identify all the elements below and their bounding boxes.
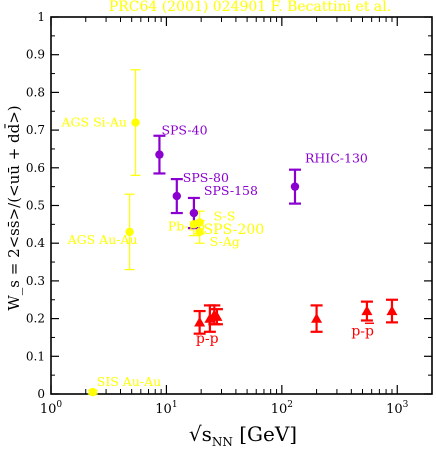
data-point-triangle xyxy=(386,305,398,316)
y-tick-label: 0.4 xyxy=(26,236,45,250)
x-axis-label-unit: [GeV] xyxy=(233,422,297,446)
data-markers xyxy=(88,118,398,397)
data-label: S-Ag xyxy=(210,234,240,249)
annotation-label: SPS-200 xyxy=(204,222,265,238)
y-tick-label: 0.5 xyxy=(26,199,45,213)
x-axis-title: √sNN [GeV] xyxy=(189,422,297,449)
axes: 0 0.1 0.2 0.3 0.4 0.5 0.6 0.7 0.8 0.9 1 100 101 102 10… xyxy=(26,10,433,417)
data-label: Pb-Pb xyxy=(168,218,205,233)
annotation-label: p-p xyxy=(196,331,219,347)
y-axis-title: W_s = 2<ss̄>/(<uū + dd̄>) xyxy=(5,105,23,310)
data-point-circle xyxy=(290,182,300,191)
data-point-triangle xyxy=(361,305,373,316)
svg-text:√sNN [GeV]: √sNN [GeV] xyxy=(189,422,297,449)
x-tick-label: 102 xyxy=(271,400,293,417)
data-point-circle xyxy=(131,118,140,127)
y-tick-label: 0.9 xyxy=(26,48,45,62)
data-point-triangle xyxy=(194,316,206,327)
data-point-circle xyxy=(125,227,134,237)
y-tick-label: 0.6 xyxy=(26,161,45,175)
data-label: AGS Au-Au xyxy=(67,232,138,247)
data-point-triangle xyxy=(311,313,323,323)
y-tick-label: 0 xyxy=(37,387,45,401)
data-label: SPS-158 xyxy=(204,183,258,198)
data-label: SPS-40 xyxy=(161,123,207,138)
x-tick-label: 100 xyxy=(40,400,63,417)
x-axis-label-main: √s xyxy=(189,422,212,446)
data-point-triangle xyxy=(211,311,223,321)
data-point-circle xyxy=(172,191,181,201)
data-label: SPS-80 xyxy=(183,170,229,185)
y-tick-label: 1 xyxy=(37,10,45,24)
chart-title: PRC64 (2001) 024901 F. Becattini et al. xyxy=(109,0,391,15)
annotation-label: p-p xyxy=(351,324,374,340)
data-label: SIS Au-Au xyxy=(97,374,161,389)
y-axis-label: W_s = 2<ss̄>/(<uū + dd̄>) xyxy=(5,105,23,310)
data-label: S-S xyxy=(214,208,236,223)
y-tick-label: 0.7 xyxy=(26,123,45,137)
data-label: RHIC-130 xyxy=(305,151,368,166)
data-point-circle xyxy=(195,218,204,227)
y-tick-label: 0.3 xyxy=(26,274,45,288)
point-labels: AGS Si-Au AGS Au-Au Pb-Pb S-S S-Ag SIS Au-Au S… xyxy=(61,115,374,390)
data-point-circle xyxy=(195,227,204,237)
x-tick-label: 103 xyxy=(386,400,409,417)
y-tick-label: 0.1 xyxy=(26,349,45,363)
x-tick-label: 101 xyxy=(155,400,177,417)
data-point-circle xyxy=(88,387,97,397)
data-label: AGS Si-Au xyxy=(61,115,127,130)
y-tick-label: 0.2 xyxy=(26,312,45,326)
data-point-circle xyxy=(155,150,164,159)
y-tick-label: 0.8 xyxy=(26,85,45,99)
data-point-circle xyxy=(189,208,199,218)
x-axis-label-sub: NN xyxy=(212,435,233,449)
